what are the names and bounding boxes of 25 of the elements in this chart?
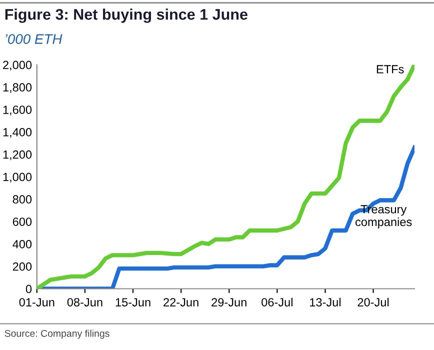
x-tick-label: 15-Jun bbox=[116, 298, 150, 306]
y-tick-label: 400 bbox=[12, 240, 32, 248]
y-tick-label: 2,000 bbox=[3, 60, 32, 71]
x-tick-label: 13-Jul bbox=[310, 298, 341, 306]
x-tick-label: 20-Jul bbox=[358, 298, 389, 306]
line-series bbox=[36, 64, 414, 289]
y-tick-label: 1,400 bbox=[3, 128, 32, 138]
x-tick-label: 08-Jun bbox=[67, 298, 102, 306]
y-tick-label: 1,000 bbox=[3, 172, 32, 183]
y-tick-label: 200 bbox=[12, 262, 32, 271]
x-tick-label: 22-Jun bbox=[164, 298, 198, 306]
x-tick-label: 29-Jun bbox=[212, 298, 246, 306]
y-tick-label: 1,600 bbox=[3, 106, 32, 116]
x-tick-label: 06-Jul bbox=[262, 298, 292, 306]
y-tick-label: 600 bbox=[12, 218, 32, 226]
series-label: ETFs bbox=[376, 65, 404, 74]
x-tick-label: 01-Jun bbox=[19, 298, 54, 306]
chart-subtitle: ’000 ETH bbox=[6, 34, 62, 44]
y-tick-label: 1,200 bbox=[3, 150, 32, 160]
y-tick-label: 800 bbox=[12, 195, 32, 204]
chart-title: Figure 3: Net buying since 1 June bbox=[5, 8, 248, 23]
source-note: Source: Company filings bbox=[4, 330, 110, 339]
y-tick-label: 0 bbox=[26, 284, 32, 294]
series-label: Treasury companies bbox=[356, 205, 412, 228]
y-tick-label: 1,800 bbox=[3, 83, 32, 93]
